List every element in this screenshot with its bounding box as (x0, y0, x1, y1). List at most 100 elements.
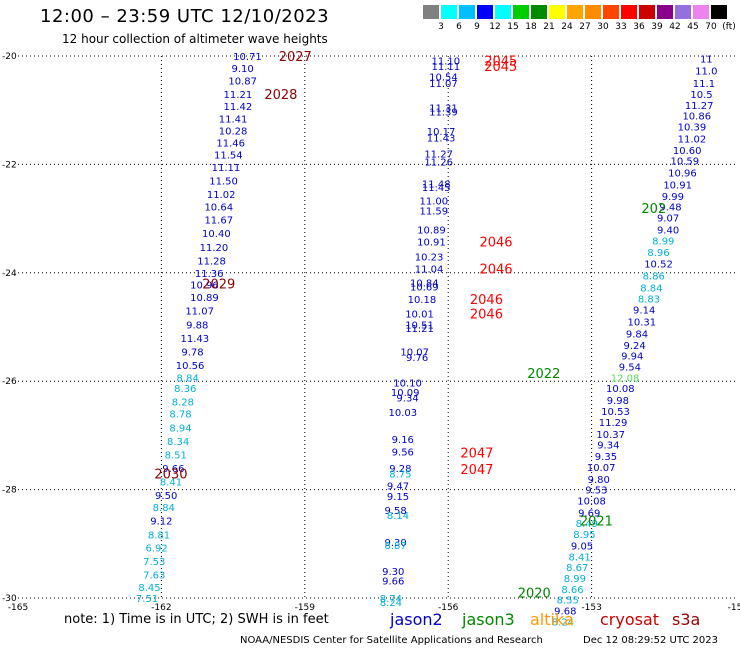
data-point-label: 8.86 (643, 272, 665, 283)
data-point-label: 9.10 (232, 64, 254, 75)
x-tick-label: -156 (438, 603, 459, 613)
data-point-label: 9.84 (626, 330, 648, 341)
x-tick-label: -162 (151, 603, 171, 613)
pass-label: 2028 (264, 88, 297, 103)
pass-label: 2020 (518, 587, 551, 602)
data-point-label: 10.86 (682, 112, 711, 123)
colorbar-swatch (513, 5, 530, 19)
data-point-label: 10.08 (577, 496, 606, 507)
data-point-label: 11.43 (427, 133, 456, 144)
data-point-label: 8.99 (652, 236, 674, 247)
data-point-label: 10.91 (417, 237, 446, 248)
data-point-label: 11.41 (219, 114, 248, 125)
data-point-label: 9.05 (571, 541, 593, 552)
colorbar-swatch (639, 5, 656, 19)
data-point-label: 8.94 (169, 423, 191, 434)
data-point-label: 9.78 (181, 347, 203, 358)
colorbar-label: 30 (597, 22, 609, 32)
colorbar-label: 9 (474, 22, 480, 32)
data-point-label: 11.02 (678, 134, 707, 145)
data-point-label: 8.55 (557, 596, 579, 607)
data-point-label: 9.53 (585, 486, 607, 497)
data-point-label: 8.84 (177, 373, 199, 384)
pass-label: 2027 (279, 50, 312, 65)
x-tick-label: -15 (728, 603, 740, 613)
colorbar-swatch (675, 5, 692, 19)
legend-item-jason2: jason2 (390, 610, 443, 629)
data-point-label: 10.08 (606, 384, 635, 395)
colorbar-label: 39 (651, 22, 663, 32)
data-point-label: 10.5 (690, 90, 712, 101)
data-point-label: 11.04 (415, 264, 444, 275)
data-point-label: 10.37 (596, 430, 625, 441)
data-point-label: 8.99 (564, 574, 586, 585)
colorbar-label: 70 (705, 22, 717, 32)
data-point-label: 11.46 (216, 139, 245, 150)
pass-label: 2021 (580, 514, 613, 529)
data-point-label: 9.15 (387, 492, 409, 503)
colorbar-swatch (567, 5, 584, 19)
data-point-label: 8.87 (384, 541, 406, 552)
pass-label: 2045 (484, 54, 517, 69)
data-point-label: 11.29 (599, 418, 628, 429)
data-point-label: 9.50 (155, 491, 177, 502)
legend-item-cryosat: cryosat (600, 610, 660, 629)
data-point-label: 10.10 (393, 378, 422, 389)
pass-label: 2029 (202, 278, 235, 293)
y-tick-label: -30 (2, 594, 17, 604)
data-point-label: 12.08 (611, 373, 640, 384)
data-point-label: 10.60 (673, 146, 702, 157)
data-point-label: 10.84 (410, 279, 439, 290)
colorbar-swatch (711, 5, 728, 19)
pass-label: 2046 (479, 262, 512, 277)
data-point-label: 10.54 (429, 73, 458, 84)
data-point-label: 8.84 (640, 283, 662, 294)
pass-label: 2047 (460, 447, 493, 462)
data-point-label: 11.43 (181, 334, 210, 345)
data-point-label: 9.69 (578, 508, 600, 519)
data-point-label: 8.51 (165, 450, 187, 461)
colorbar-label: 24 (561, 22, 573, 32)
data-point-label: 11.39 (429, 107, 458, 118)
data-point-label: 8.41 (569, 552, 591, 563)
data-point-label: 9.12 (150, 516, 172, 527)
data-point-label: 11.59 (420, 206, 449, 217)
data-point-label: 9.07 (657, 214, 679, 225)
data-point-label: 10.96 (190, 281, 219, 292)
data-point-label: 9.28 (389, 464, 411, 475)
data-point-label: 9.47 (387, 481, 409, 492)
colorbar-swatch (477, 5, 494, 19)
data-point-label: 10.23 (415, 253, 444, 264)
x-tick-label: -153 (581, 603, 601, 613)
colorbar-label: 27 (579, 22, 591, 32)
colorbar-label: 42 (669, 22, 681, 32)
data-point-label: 11.26 (424, 158, 453, 169)
data-point-label: 9.14 (633, 306, 655, 317)
data-point-label: 11 (700, 55, 713, 66)
legend-item-s3a: s3a (672, 610, 701, 629)
data-point-label: 8.75 (389, 469, 411, 480)
data-point-label: 9.66 (382, 577, 404, 588)
colorbar-label: 33 (615, 22, 627, 32)
data-point-label: 11.31 (429, 103, 458, 114)
pass-label: 2046 (470, 307, 503, 322)
data-point-label: 11.50 (209, 177, 238, 188)
colorbar-swatch (603, 5, 620, 19)
data-point-label: 9.34 (597, 441, 619, 452)
data-point-label: 11.07 (429, 79, 458, 90)
data-point-label: 11.07 (185, 307, 214, 318)
data-point-label: 10.89 (190, 293, 219, 304)
data-point-label: 9.30 (384, 538, 406, 549)
data-point-label: 10.07 (400, 347, 429, 358)
colorbar-swatch (495, 5, 512, 19)
chart-title: 12:00 – 23:59 UTC 12/10/2023 (40, 6, 330, 27)
data-point-label: 8.45 (138, 583, 160, 594)
data-point-label: 11.42 (224, 102, 253, 113)
data-point-label: 11.48 (422, 179, 451, 190)
data-point-label: 7.53 (143, 557, 165, 568)
data-point-label: 10.51 (405, 320, 434, 331)
data-point-label: 11.11 (431, 62, 460, 73)
data-point-label: 11.0 (695, 67, 717, 78)
colorbar-swatch (657, 5, 674, 19)
y-tick-label: -26 (2, 377, 17, 387)
